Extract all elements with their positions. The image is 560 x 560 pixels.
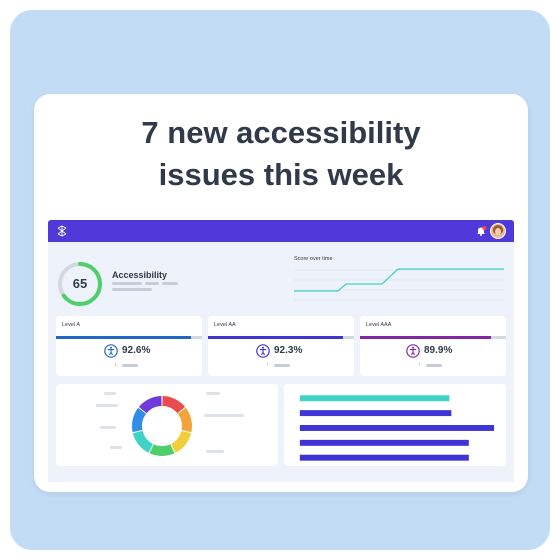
donut-segment — [177, 407, 192, 433]
level-aa-card[interactable]: Level AA 92.3% ↑ — [208, 316, 354, 376]
issues-donut-chart — [132, 396, 192, 456]
placeholder-line — [145, 282, 159, 285]
issues-donut-panel — [56, 384, 278, 466]
accessibility-person-icon — [104, 344, 118, 358]
placeholder-line — [274, 364, 290, 367]
score-over-time-chart — [294, 268, 504, 301]
trend-up-icon: ↑ — [266, 362, 269, 368]
donut-segment — [138, 396, 162, 414]
bar — [299, 410, 452, 417]
placeholder-line — [426, 364, 442, 367]
score-value: 65 — [72, 276, 88, 291]
level-aaa-card[interactable]: Level AAA 89.9% ↑ — [360, 316, 506, 376]
score-gauge-arc — [58, 262, 102, 306]
placeholder-line — [206, 392, 220, 395]
headline-line-1: 7 new accessibility — [141, 115, 421, 150]
placeholder-line — [96, 404, 118, 407]
bar — [299, 425, 495, 431]
level-aaa-progress — [360, 336, 506, 339]
placeholder-line — [110, 446, 122, 449]
level-aaa-progress-fill — [360, 336, 492, 339]
level-a-progress-fill — [56, 336, 192, 339]
level-a-progress — [56, 336, 202, 339]
level-aa-name: Level AA — [214, 322, 236, 328]
headline: 7 new accessibility issues this week — [34, 112, 528, 196]
level-a-name: Level A — [62, 322, 81, 328]
top-bar — [48, 220, 514, 242]
placeholder-line — [100, 426, 116, 429]
donut-segment — [149, 444, 175, 456]
issues-bar-chart — [299, 395, 495, 461]
placeholder-line — [104, 392, 116, 395]
level-aa-progress — [208, 336, 354, 339]
accessibility-person-icon — [256, 344, 270, 358]
placeholder-line — [162, 282, 178, 285]
score-gauge — [58, 262, 102, 306]
level-aa-progress-fill — [208, 336, 343, 339]
donut-segment — [170, 430, 192, 453]
score-trend-line — [294, 268, 504, 292]
issues-bar-panel — [284, 384, 506, 466]
trend-up-icon: ↑ — [418, 362, 421, 368]
dashboard-preview: 65 Accessibility Score over time Level A — [48, 220, 514, 482]
placeholder-line — [206, 450, 224, 453]
level-a-value: 92.6% — [122, 345, 151, 356]
placeholder-line — [112, 288, 152, 291]
level-a-card[interactable]: Level A 92.6% ↓ — [56, 316, 202, 376]
level-aa-value: 92.3% — [274, 345, 303, 356]
bar — [299, 395, 450, 402]
level-aaa-name: Level AAA — [366, 322, 392, 328]
accessibility-title: Accessibility — [112, 270, 168, 280]
score-over-time-title: Score over time — [294, 256, 333, 262]
user-avatar[interactable] — [490, 223, 506, 239]
placeholder-line — [112, 282, 142, 285]
level-aaa-value: 89.9% — [424, 345, 453, 356]
placeholder-line — [122, 364, 138, 367]
donut-segment — [162, 396, 186, 414]
bell-icon[interactable] — [475, 225, 487, 237]
promo-card: 7 new accessibility issues this week 65 … — [34, 94, 528, 492]
placeholder-line — [204, 414, 244, 417]
bar — [299, 439, 469, 446]
donut-segment — [132, 430, 154, 453]
accessibility-person-icon — [406, 344, 420, 358]
bar — [299, 454, 469, 461]
app-logo-icon[interactable] — [56, 225, 68, 237]
donut-segment — [132, 407, 147, 433]
headline-line-2: issues this week — [158, 157, 404, 192]
trend-down-icon: ↓ — [114, 362, 117, 368]
